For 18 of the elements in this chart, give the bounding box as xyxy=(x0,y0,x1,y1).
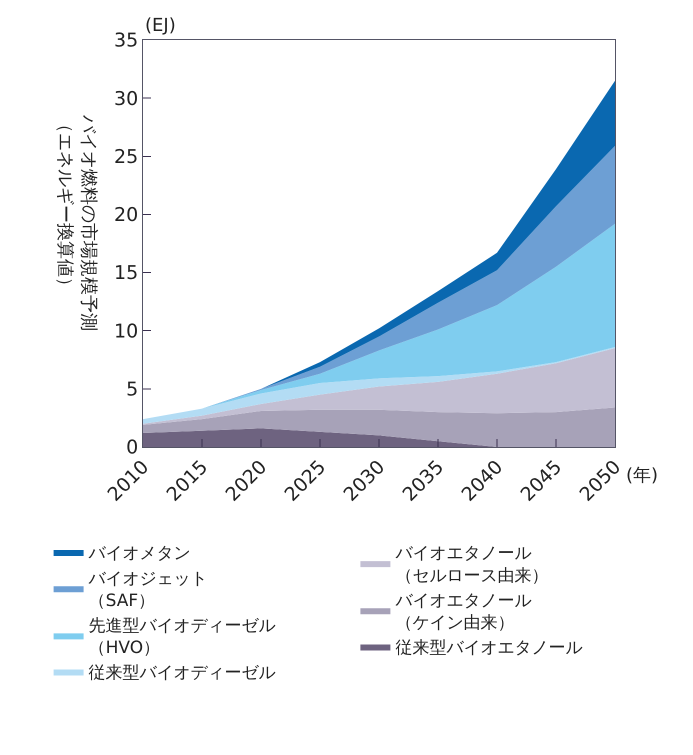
legend-label: 従来型バイオディーゼル xyxy=(88,663,276,684)
legend-label: バイオメタン xyxy=(88,544,191,564)
legend-label: バイオエタノール（ケイン由来） xyxy=(394,590,532,633)
y-axis-title: バイオ燃料の市場規模予測（エネルギー換算値） xyxy=(54,114,100,332)
y-tick-label: 30 xyxy=(114,88,138,110)
y-tick-label: 0 xyxy=(126,436,138,459)
legend-label: バイオエタノール（セルロース由来） xyxy=(394,544,548,586)
y-tick-label: 25 xyxy=(114,146,138,168)
text: (年) xyxy=(626,465,658,486)
y-tick-label: 5 xyxy=(126,378,138,401)
y-tick-label: 20 xyxy=(114,204,138,226)
legend-label: 先進型バイオディーゼル（HVO） xyxy=(88,616,276,658)
y-tick-label: 10 xyxy=(114,320,138,342)
legend-label: 従来型バイオエタノール xyxy=(395,638,582,658)
legend-label: バイオジェット（SAF） xyxy=(88,568,208,611)
y-tick-label: 35 xyxy=(114,30,138,52)
y-tick-label: 15 xyxy=(114,262,138,284)
text: (EJ) xyxy=(145,15,176,36)
